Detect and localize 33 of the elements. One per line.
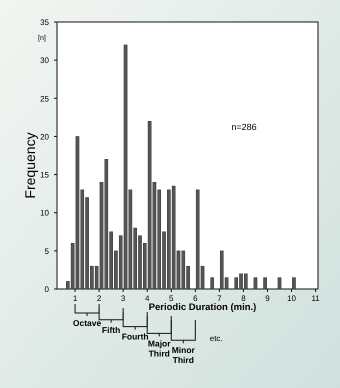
bar <box>292 277 296 290</box>
x-tick-label: 8 <box>241 294 246 303</box>
x-tick-label: 1 <box>72 294 78 303</box>
text: Major Third <box>148 338 172 358</box>
text: Minor Third <box>172 345 196 366</box>
y-tick-label: 30 <box>40 56 50 66</box>
bar <box>263 277 267 290</box>
x-tick-label: 5 <box>169 294 174 303</box>
x-tick-label: 10 <box>287 294 297 303</box>
bar <box>254 277 258 290</box>
text: Fifth <box>102 324 120 335</box>
text: Octave <box>72 318 102 328</box>
y-tick-label: 0 <box>44 285 50 294</box>
x-tick-label: 9 <box>265 294 270 303</box>
bar <box>210 277 214 290</box>
y-tick-label: 15 <box>40 170 50 180</box>
x-tick-label: 4 <box>144 294 150 303</box>
text: Fourth <box>122 332 149 342</box>
x-axis-title: Periodic Duration (min.) <box>148 302 256 313</box>
x-tick-label: 3 <box>120 294 126 303</box>
annotation: n=286 <box>231 122 257 132</box>
y-tick-label: 20 <box>40 132 50 142</box>
x-tick-label: 11 <box>311 294 320 303</box>
x-tick-label: 7 <box>217 294 222 303</box>
x-tick-label: 6 <box>193 294 198 303</box>
y-axis-title: Frequency <box>22 132 38 199</box>
y-tick-label: 5 <box>44 246 50 256</box>
bar <box>278 277 282 290</box>
y-tick-label: 35 <box>40 18 50 27</box>
text: etc. <box>210 334 223 343</box>
y-tick-label: 10 <box>40 208 50 218</box>
x-tick-label: 2 <box>96 294 102 303</box>
y-tick-label: 25 <box>40 94 50 104</box>
